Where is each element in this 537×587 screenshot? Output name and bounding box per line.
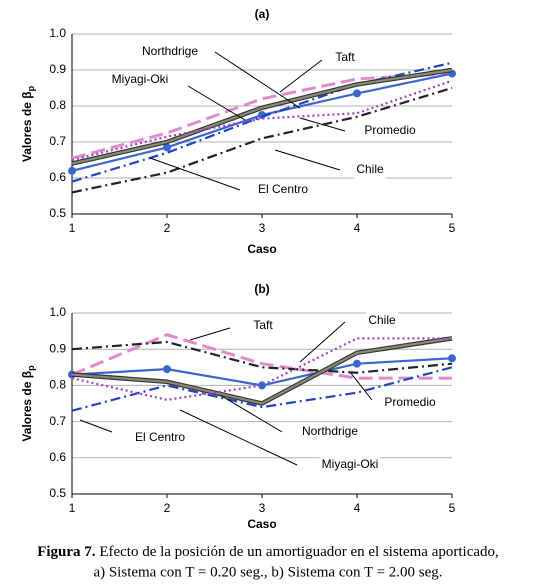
x-axis-label: Caso bbox=[247, 242, 276, 256]
y-tick-label: 0.8 bbox=[49, 378, 66, 392]
y-tick-label: 1.0 bbox=[49, 26, 66, 40]
series-line bbox=[71, 366, 453, 412]
leader-line bbox=[219, 394, 283, 433]
y-tick-label: 0.8 bbox=[49, 98, 66, 112]
leader-line bbox=[79, 419, 113, 433]
leader-line bbox=[179, 409, 298, 466]
series-line bbox=[71, 61, 453, 183]
series-label: Chile bbox=[356, 162, 384, 176]
x-tick-label: 3 bbox=[259, 221, 266, 235]
series-label: Promedio bbox=[364, 123, 416, 137]
leader-line bbox=[274, 149, 341, 171]
leader-line bbox=[299, 321, 346, 363]
leader-line bbox=[349, 371, 373, 401]
series-label: Northdrige bbox=[142, 44, 198, 58]
series-label: Northdrige bbox=[302, 424, 358, 438]
series-line bbox=[71, 72, 453, 160]
series-label: Miyagi-Oki bbox=[112, 72, 169, 86]
label-bg bbox=[382, 394, 438, 412]
label-bg bbox=[362, 122, 418, 140]
series-line bbox=[71, 79, 453, 162]
x-tick-label: 1 bbox=[69, 221, 76, 235]
caption-line: a) Sistema con T = 0.20 seg., b) Sistema… bbox=[93, 564, 442, 580]
x-tick-label: 4 bbox=[354, 501, 361, 515]
data-point bbox=[68, 166, 76, 175]
label-bg bbox=[109, 71, 171, 89]
y-axis-label-sub: p bbox=[26, 365, 36, 371]
series-line bbox=[71, 68, 453, 165]
label-bg bbox=[333, 49, 357, 67]
y-tick-label: 0.5 bbox=[49, 206, 66, 220]
series-line bbox=[71, 86, 453, 194]
label-bg bbox=[319, 456, 381, 474]
data-point bbox=[163, 143, 171, 152]
data-point bbox=[448, 354, 456, 363]
y-axis-label-text: Valores de β bbox=[20, 91, 34, 162]
y-axis-label-text: Valores de β bbox=[20, 371, 34, 442]
caption-label: Figura 7. bbox=[37, 544, 96, 560]
x-tick-label: 1 bbox=[69, 501, 76, 515]
y-axis-label-sub: p bbox=[26, 85, 36, 91]
series-line bbox=[71, 333, 452, 380]
y-axis-label: Valores de βp bbox=[20, 365, 36, 442]
y-tick-label: 0.5 bbox=[49, 486, 66, 500]
series-label: El Centro bbox=[258, 182, 308, 196]
series-label: Miyagi-Oki bbox=[322, 457, 379, 471]
y-tick-label: 0.7 bbox=[49, 134, 66, 148]
series-label: Chile bbox=[368, 313, 396, 327]
chart-title: (a) bbox=[255, 7, 270, 21]
series-label: El Centro bbox=[135, 430, 185, 444]
y-tick-label: 0.9 bbox=[49, 62, 66, 76]
y-tick-label: 0.6 bbox=[49, 450, 66, 464]
y-tick-label: 0.6 bbox=[49, 170, 66, 184]
x-axis-label: Caso bbox=[247, 517, 276, 531]
data-point bbox=[353, 359, 361, 368]
series-label: Promedio bbox=[384, 395, 436, 409]
leader-line bbox=[214, 51, 301, 109]
leader-line bbox=[187, 85, 246, 121]
data-point bbox=[163, 365, 171, 374]
x-tick-label: 4 bbox=[354, 221, 361, 235]
caption-text: Efecto de la posición de un amortiguador… bbox=[99, 544, 498, 560]
label-bg bbox=[354, 161, 386, 179]
label-bg bbox=[132, 429, 188, 447]
chart-title: (b) bbox=[254, 282, 269, 296]
x-tick-label: 2 bbox=[164, 221, 171, 235]
y-tick-label: 0.7 bbox=[49, 414, 66, 428]
series-label: Taft bbox=[253, 318, 273, 332]
series-line bbox=[71, 337, 452, 401]
series-line bbox=[71, 337, 453, 405]
x-tick-label: 5 bbox=[449, 221, 456, 235]
y-tick-label: 1.0 bbox=[49, 305, 66, 319]
data-point bbox=[353, 89, 361, 98]
label-bg bbox=[299, 423, 361, 441]
caption-line: Figura 7. Efecto de la posición de un am… bbox=[37, 544, 499, 560]
leader-line bbox=[149, 157, 241, 191]
label-bg bbox=[139, 43, 201, 61]
series-label: Taft bbox=[335, 50, 355, 64]
label-bg bbox=[251, 317, 275, 335]
leader-line bbox=[279, 59, 323, 93]
y-tick-label: 0.9 bbox=[49, 341, 66, 355]
x-tick-label: 2 bbox=[164, 501, 171, 515]
leader-line bbox=[189, 327, 231, 341]
y-axis-label: Valores de βp bbox=[20, 85, 36, 162]
label-bg bbox=[366, 312, 398, 330]
x-tick-label: 3 bbox=[259, 501, 266, 515]
label-bg bbox=[255, 181, 311, 199]
x-tick-label: 5 bbox=[449, 501, 456, 515]
series-line bbox=[71, 340, 453, 374]
